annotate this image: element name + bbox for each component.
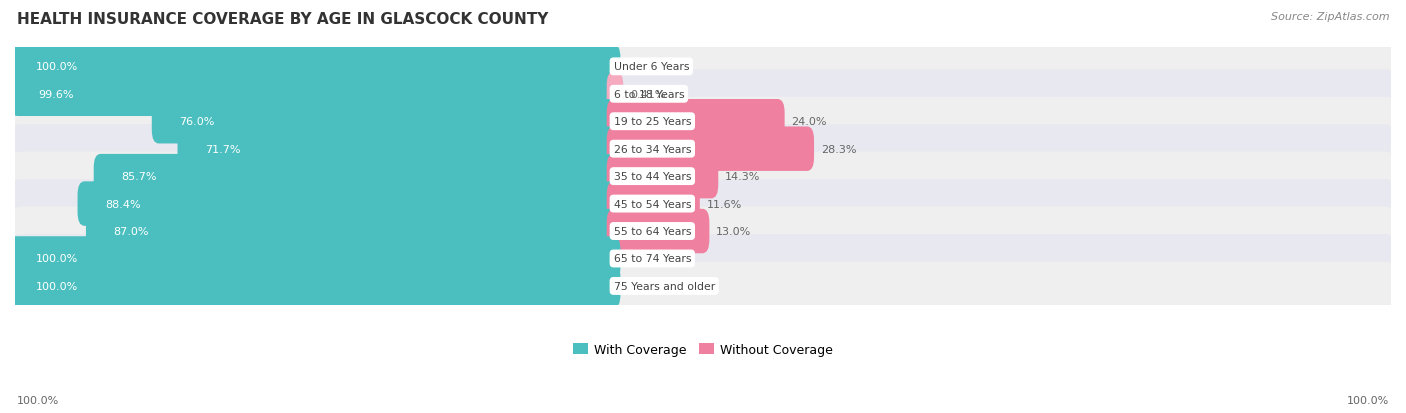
Text: HEALTH INSURANCE COVERAGE BY AGE IN GLASCOCK COUNTY: HEALTH INSURANCE COVERAGE BY AGE IN GLAS…	[17, 12, 548, 27]
Text: 99.6%: 99.6%	[38, 90, 73, 100]
FancyBboxPatch shape	[606, 182, 700, 226]
FancyBboxPatch shape	[13, 262, 1393, 311]
Text: Under 6 Years: Under 6 Years	[613, 62, 689, 72]
FancyBboxPatch shape	[8, 45, 620, 89]
Text: 19 to 25 Years: 19 to 25 Years	[613, 117, 692, 127]
Text: 100.0%: 100.0%	[35, 62, 77, 72]
Text: 76.0%: 76.0%	[180, 117, 215, 127]
FancyBboxPatch shape	[13, 180, 1393, 228]
FancyBboxPatch shape	[13, 43, 1393, 92]
FancyBboxPatch shape	[86, 209, 620, 254]
FancyBboxPatch shape	[606, 100, 785, 144]
FancyBboxPatch shape	[8, 264, 620, 309]
Text: 14.3%: 14.3%	[725, 172, 761, 182]
Text: 28.3%: 28.3%	[821, 144, 856, 154]
FancyBboxPatch shape	[94, 154, 620, 199]
FancyBboxPatch shape	[13, 207, 1393, 256]
Text: 71.7%: 71.7%	[205, 144, 240, 154]
Text: 100.0%: 100.0%	[35, 254, 77, 264]
FancyBboxPatch shape	[13, 152, 1393, 201]
Text: 45 to 54 Years: 45 to 54 Years	[613, 199, 692, 209]
FancyBboxPatch shape	[13, 97, 1393, 146]
Text: 55 to 64 Years: 55 to 64 Years	[613, 226, 692, 237]
FancyBboxPatch shape	[13, 70, 1393, 119]
Text: 65 to 74 Years: 65 to 74 Years	[613, 254, 692, 264]
Text: Source: ZipAtlas.com: Source: ZipAtlas.com	[1271, 12, 1389, 22]
FancyBboxPatch shape	[606, 154, 718, 199]
Text: 0.41%: 0.41%	[630, 90, 665, 100]
Text: 85.7%: 85.7%	[121, 172, 156, 182]
Text: 26 to 34 Years: 26 to 34 Years	[613, 144, 692, 154]
FancyBboxPatch shape	[13, 235, 1393, 283]
FancyBboxPatch shape	[606, 209, 710, 254]
FancyBboxPatch shape	[77, 182, 620, 226]
Legend: With Coverage, Without Coverage: With Coverage, Without Coverage	[572, 343, 834, 356]
FancyBboxPatch shape	[177, 127, 620, 171]
Text: 6 to 18 Years: 6 to 18 Years	[613, 90, 685, 100]
Text: 87.0%: 87.0%	[114, 226, 149, 237]
FancyBboxPatch shape	[10, 72, 620, 117]
Text: 100.0%: 100.0%	[1347, 395, 1389, 405]
Text: 35 to 44 Years: 35 to 44 Years	[613, 172, 692, 182]
Text: 11.6%: 11.6%	[707, 199, 742, 209]
FancyBboxPatch shape	[606, 72, 623, 117]
FancyBboxPatch shape	[13, 125, 1393, 174]
FancyBboxPatch shape	[8, 237, 620, 281]
Text: 13.0%: 13.0%	[716, 226, 752, 237]
Text: 100.0%: 100.0%	[17, 395, 59, 405]
Text: 100.0%: 100.0%	[35, 281, 77, 291]
Text: 24.0%: 24.0%	[792, 117, 827, 127]
Text: 88.4%: 88.4%	[105, 199, 141, 209]
FancyBboxPatch shape	[606, 127, 814, 171]
FancyBboxPatch shape	[152, 100, 620, 144]
Text: 75 Years and older: 75 Years and older	[613, 281, 714, 291]
